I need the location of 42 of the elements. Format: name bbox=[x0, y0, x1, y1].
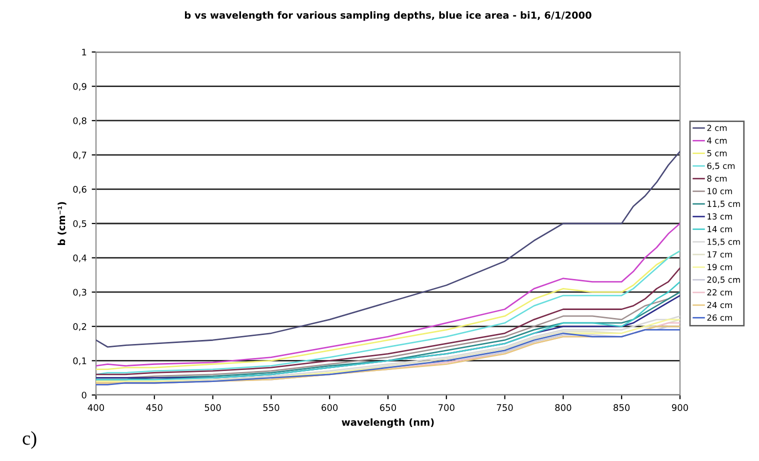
x-tick-label: 900 bbox=[672, 404, 688, 412]
legend-label: 10 cm bbox=[708, 188, 732, 194]
x-tick-label: 800 bbox=[555, 404, 572, 412]
x-axis-title: wavelength (nm) bbox=[342, 418, 434, 428]
y-tick-label: 0 bbox=[82, 392, 86, 399]
y-tick-label: 0,1 bbox=[73, 357, 86, 366]
y-tick-label: 0,7 bbox=[73, 152, 86, 160]
legend-label: 8 cm bbox=[707, 175, 727, 182]
legend-label: 6,5 cm bbox=[707, 162, 735, 170]
legend-label: 2 cm bbox=[707, 124, 727, 132]
y-axis-title: b (cm⁻¹) bbox=[58, 202, 66, 245]
y-tick-label: 0,6 bbox=[73, 186, 86, 194]
y-tick-label: 0,4 bbox=[73, 254, 86, 262]
y-tick-label: 0,9 bbox=[73, 83, 86, 91]
x-tick-label: 500 bbox=[204, 404, 221, 412]
legend-label: 20,5 cm bbox=[707, 276, 740, 284]
text: c) bbox=[22, 431, 36, 449]
y-tick-label: 0,2 bbox=[73, 323, 86, 331]
y-tick-label: 0,8 bbox=[73, 117, 86, 126]
legend-label: 5 cm bbox=[707, 150, 727, 156]
y-tick-label: 0,3 bbox=[73, 288, 86, 297]
y-tick-label: 0,5 bbox=[73, 220, 86, 228]
legend-label: 22 cm bbox=[707, 289, 732, 296]
x-tick-label: 850 bbox=[614, 404, 630, 412]
legend-label: 4 cm bbox=[707, 138, 727, 144]
legend-label: 14 cm bbox=[708, 226, 732, 232]
legend-label: 24 cm bbox=[707, 302, 732, 308]
legend-label: 15,5 cm bbox=[708, 238, 740, 246]
legend-label: 26 cm bbox=[707, 314, 732, 321]
x-tick-label: 400 bbox=[88, 404, 104, 412]
x-tick-label: 450 bbox=[146, 404, 162, 412]
x-tick-label: 700 bbox=[438, 404, 454, 412]
legend-label: 19 cm bbox=[708, 264, 732, 270]
x-tick-label: 550 bbox=[263, 404, 280, 412]
legend-label: 13 cm bbox=[708, 213, 732, 220]
x-tick-label: 600 bbox=[322, 404, 338, 412]
x-tick-label: 650 bbox=[380, 404, 396, 412]
y-tick-label: 1 bbox=[82, 48, 86, 56]
x-tick-label: 750 bbox=[496, 404, 513, 412]
chart-title: b vs wavelength for various sampling depths, blue ice area - bi1, 6/1/2000 bbox=[184, 11, 592, 21]
legend-label: 17 cm bbox=[708, 251, 732, 258]
legend-label: 11,5 cm bbox=[708, 200, 740, 208]
